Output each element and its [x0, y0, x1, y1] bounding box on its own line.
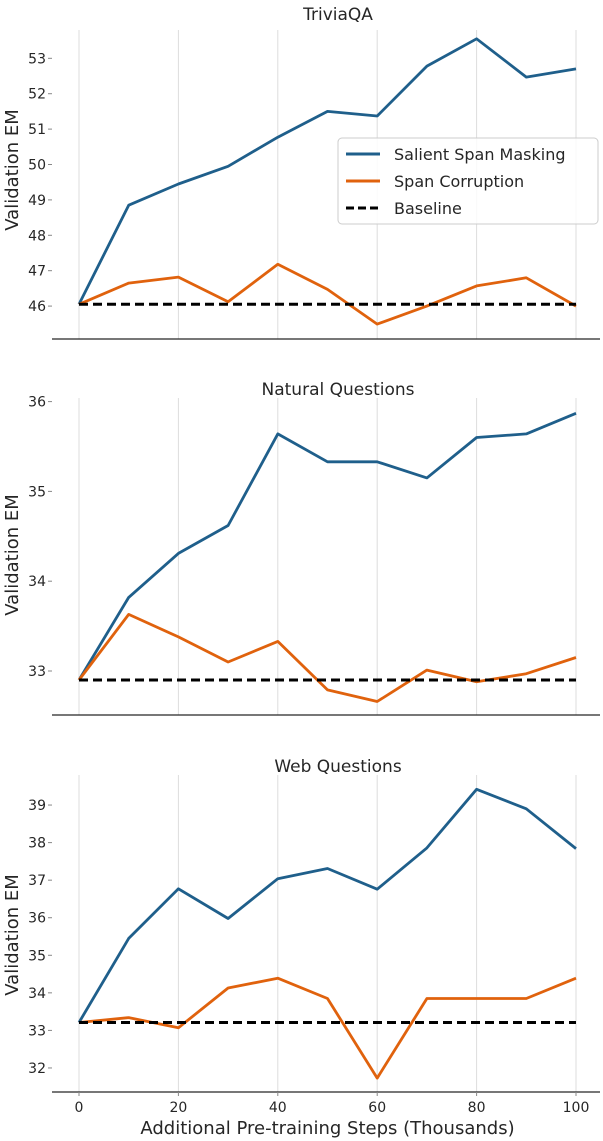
x-tick-label: 80 — [468, 1100, 486, 1116]
series-line-salient-span-masking — [77, 412, 577, 681]
subplot-title: TriviaQA — [302, 5, 373, 25]
y-tick-label: 39 — [28, 798, 46, 814]
y-tick-label: 34 — [28, 986, 46, 1002]
y-tick-label: 47 — [28, 264, 46, 280]
legend-label: Salient Span Masking — [394, 145, 566, 164]
x-tick-label: 20 — [169, 1100, 187, 1116]
subplot-2: 32 33 34 35 36 37 38 39 Web Questions Validation … — [2, 757, 600, 1139]
y-axis-label: Validation EM — [2, 494, 23, 616]
y-tick-label: 49 — [28, 193, 46, 209]
y-tick-label: 53 — [28, 51, 46, 67]
series-line-span-corruption — [77, 613, 577, 703]
y-tick-label: 50 — [28, 158, 46, 174]
x-tick-label: 60 — [368, 1100, 386, 1116]
y-tick-label: 36 — [28, 395, 46, 411]
y-axis-label: Validation EM — [2, 874, 23, 996]
y-tick-label: 36 — [28, 911, 46, 927]
subplot-0: 46 47 48 49 50 51 52 53 TriviaQA Validation EM Sal… — [2, 5, 600, 340]
x-tick-label: 0 — [75, 1100, 84, 1116]
series-line-salient-span-masking — [77, 37, 577, 305]
legend-box — [337, 137, 599, 225]
x-axis-label: Additional Pre-training Steps (Thousands… — [140, 1118, 514, 1139]
y-tick-label: 37 — [28, 873, 46, 889]
series-line-salient-span-masking — [77, 787, 577, 1024]
y-axis-label: Validation EM — [2, 109, 23, 231]
y-tick-label: 48 — [28, 228, 46, 244]
y-tick-label: 52 — [28, 87, 46, 103]
y-tick-label: 51 — [28, 122, 46, 138]
y-tick-label: 32 — [28, 1061, 46, 1077]
y-tick-label: 46 — [28, 299, 46, 315]
y-tick-label: 33 — [28, 664, 46, 680]
legend-label: Baseline — [394, 199, 462, 218]
y-tick-label: 35 — [28, 484, 46, 500]
y-tick-label: 38 — [28, 836, 46, 852]
legend-label: Span Corruption — [394, 172, 524, 191]
subplot-title: Web Questions — [274, 757, 402, 777]
subplot-1: 33 34 35 36 Natural Questions Validation EM — [2, 380, 600, 716]
x-tick-label: 100 — [563, 1100, 590, 1116]
y-tick-label: 35 — [28, 948, 46, 964]
x-tick-label: 40 — [269, 1100, 287, 1116]
series-line-span-corruption — [78, 262, 577, 326]
legend: Salient Span Masking Span Corruption Basel… — [337, 137, 599, 225]
series-line-span-corruption — [78, 976, 577, 1080]
y-tick-label: 33 — [28, 1023, 46, 1039]
subplot-title: Natural Questions — [262, 380, 415, 400]
y-tick-label: 34 — [28, 574, 46, 590]
